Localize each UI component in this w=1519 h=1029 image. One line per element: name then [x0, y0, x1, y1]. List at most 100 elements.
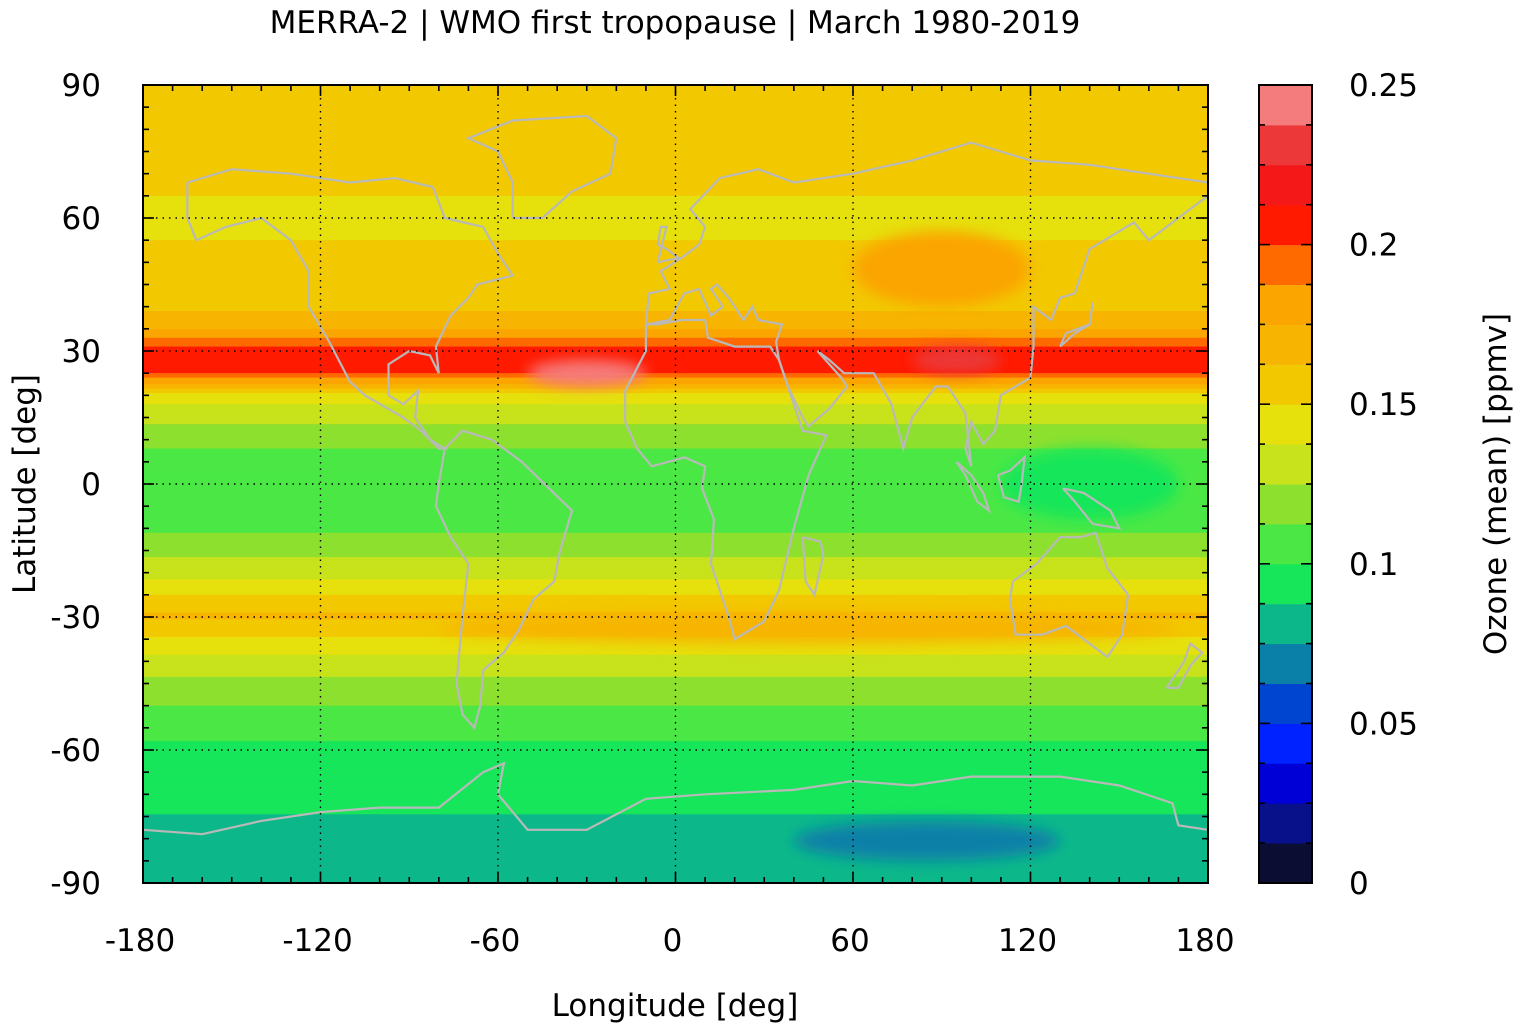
zonal-band	[143, 297, 1208, 301]
zonal-band	[143, 672, 1208, 676]
zonal-band	[143, 736, 1208, 740]
zonal-band	[143, 191, 1208, 195]
coastline	[801, 536, 825, 598]
zonal-band	[143, 696, 1208, 700]
zonal-band	[143, 590, 1208, 594]
zonal-band	[143, 670, 1208, 674]
zonal-band	[143, 111, 1208, 115]
x-tick-label: 0	[663, 923, 683, 959]
y-tick-label: 90	[62, 68, 101, 104]
zonal-band	[143, 417, 1208, 421]
zonal-band	[143, 523, 1208, 527]
colorbar-swatch	[1259, 763, 1312, 804]
ozone-feature	[438, 612, 1179, 644]
zonal-band	[143, 277, 1208, 281]
zonal-band	[143, 410, 1208, 414]
zonal-band	[143, 681, 1208, 685]
zonal-band	[143, 676, 1208, 680]
y-tick-label: 0	[81, 467, 101, 503]
zonal-band	[143, 446, 1208, 450]
colorbar-swatch	[1259, 204, 1312, 246]
zonal-band	[143, 583, 1208, 587]
zonal-band	[143, 816, 1208, 820]
coastline	[656, 225, 682, 264]
zonal-band	[143, 286, 1208, 290]
coastline	[1062, 487, 1122, 530]
colorbar-swatch	[1259, 284, 1312, 325]
zonal-band	[143, 386, 1208, 390]
colorbar-swatch	[1259, 603, 1312, 645]
coastline	[1008, 531, 1130, 659]
zonal-band	[143, 594, 1208, 598]
zonal-band	[143, 244, 1208, 248]
y-axis-label: Latitude [deg]	[7, 374, 43, 594]
colorbar-swatch	[1259, 324, 1312, 365]
zonal-band	[143, 151, 1208, 155]
zonal-band	[143, 235, 1208, 239]
zonal-band	[143, 237, 1208, 241]
zonal-band	[143, 213, 1208, 217]
zonal-band	[143, 479, 1208, 483]
zonal-band	[143, 517, 1208, 521]
zonal-band	[143, 224, 1208, 228]
zonal-band	[143, 444, 1208, 447]
zonal-band	[143, 756, 1208, 760]
zonal-band	[143, 554, 1208, 558]
zonal-band	[143, 300, 1208, 303]
zonal-band	[143, 492, 1208, 496]
zonal-band	[143, 568, 1208, 572]
zonal-band	[143, 692, 1208, 696]
zonal-band	[143, 133, 1208, 137]
zonal-band	[143, 333, 1208, 337]
zonal-band	[143, 781, 1208, 784]
colorbar-tick-label: 0.25	[1349, 68, 1418, 104]
axis-ticks	[142, 84, 1209, 884]
zonal-band	[143, 856, 1208, 860]
coastline	[143, 761, 1208, 836]
zonal-band	[143, 605, 1208, 609]
zonal-band	[143, 767, 1208, 771]
colorbar-ticks	[1259, 84, 1312, 884]
colorbar-swatch	[1259, 563, 1312, 605]
zonal-band	[143, 521, 1208, 525]
zonal-band	[143, 800, 1208, 804]
zonal-band	[143, 282, 1208, 286]
zonal-band	[143, 144, 1208, 148]
zonal-band	[143, 665, 1208, 669]
y-tick-label: 60	[62, 201, 101, 237]
zonal-band	[143, 375, 1208, 379]
colorbar-swatch	[1259, 164, 1312, 206]
zonal-band	[143, 488, 1208, 492]
zonal-band	[143, 118, 1208, 122]
zonal-band	[143, 293, 1208, 297]
zonal-band	[143, 718, 1208, 722]
x-tick-label: 180	[1175, 923, 1234, 959]
zonal-band	[143, 528, 1208, 532]
ozone-feature	[1000, 448, 1179, 520]
zonal-band	[143, 211, 1208, 215]
y-tick-label: -30	[50, 600, 101, 636]
zonal-band	[143, 160, 1208, 164]
zonal-band	[143, 840, 1208, 844]
zonal-band	[143, 490, 1208, 494]
zonal-band	[143, 541, 1208, 545]
zonal-band	[143, 200, 1208, 204]
zonal-band	[143, 778, 1208, 782]
zonal-band	[143, 515, 1208, 518]
zonal-band	[143, 789, 1208, 793]
zonal-band	[143, 543, 1208, 547]
zonal-band	[143, 772, 1208, 775]
zonal-band	[143, 328, 1208, 332]
zonal-band	[143, 395, 1208, 399]
colorbar-swatch	[1259, 404, 1312, 445]
zonal-band	[143, 599, 1208, 603]
zonal-band	[143, 847, 1208, 851]
zonal-band	[143, 836, 1208, 840]
zonal-band	[143, 138, 1208, 142]
colorbar-tick-label: 0	[1349, 866, 1369, 902]
zonal-band	[143, 251, 1208, 255]
zonal-band	[143, 109, 1208, 113]
zonal-band	[143, 322, 1208, 325]
zonal-band	[143, 683, 1208, 687]
